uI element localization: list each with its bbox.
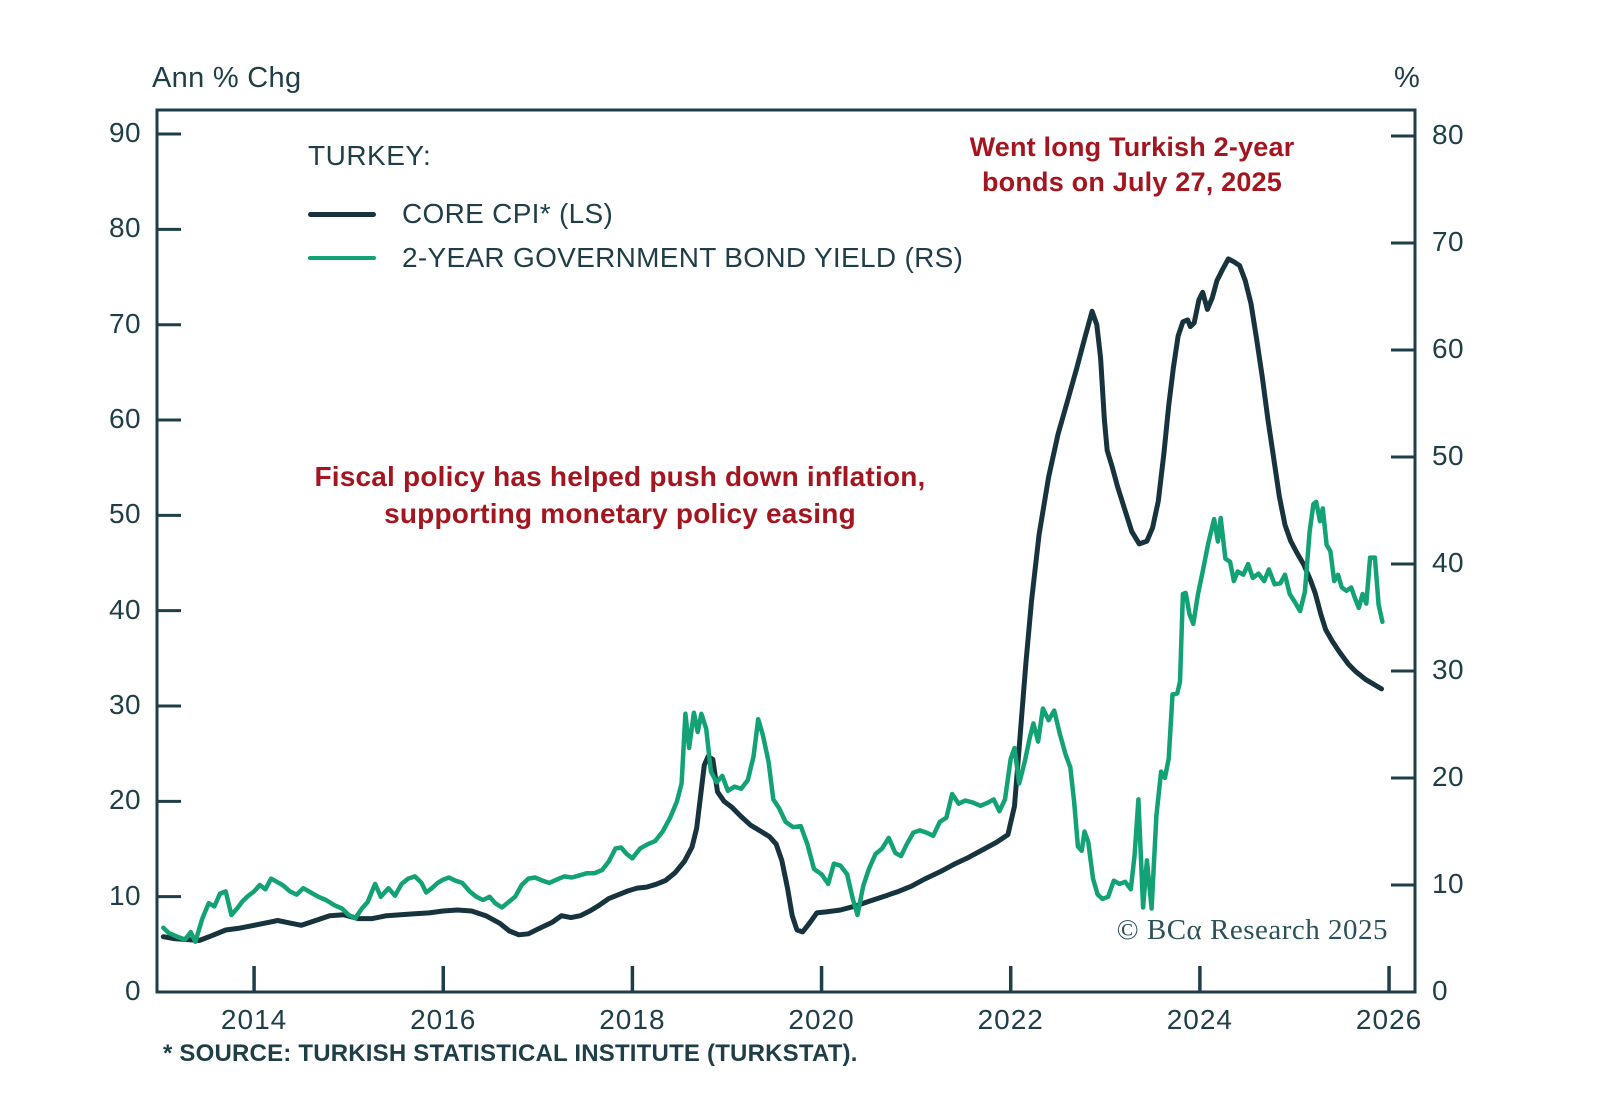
core-cpi-line-swatch	[308, 211, 376, 217]
left-tick-40: 40	[109, 593, 141, 625]
right-tick-70: 70	[1432, 226, 1464, 257]
x-tick-2026: 2026	[1355, 1004, 1423, 1035]
left-tick-20: 20	[109, 784, 141, 816]
right-tick-20: 20	[1432, 761, 1464, 792]
source-note: * SOURCE: TURKISH STATISTICAL INSTITUTE …	[163, 1040, 858, 1067]
x-tick-2018: 2018	[599, 1004, 666, 1035]
fiscal-annotation-line2: supporting monetary policy easing	[384, 498, 856, 529]
left-tick-30: 30	[109, 689, 141, 720]
trade-annotation-line1: Went long Turkish 2-year	[969, 132, 1295, 162]
left-tick-60: 60	[109, 403, 141, 435]
left-tick-0: 0	[125, 975, 141, 1006]
right-tick-80: 80	[1432, 119, 1464, 150]
right-tick-0: 0	[1432, 975, 1448, 1006]
x-tick-2014: 2014	[220, 1004, 288, 1035]
legend-label-core-cpi: CORE CPI* (LS)	[402, 198, 614, 229]
x-tick-2022: 2022	[977, 1004, 1044, 1035]
left-tick-90: 90	[109, 117, 141, 149]
x-tick-2020: 2020	[788, 1004, 855, 1035]
fiscal-annotation: Fiscal policy has helped push down infla…	[290, 458, 950, 532]
right-tick-30: 30	[1432, 654, 1464, 685]
legend-label-bond-yield: 2-YEAR GOVERNMENT BOND YIELD (RS)	[402, 242, 964, 273]
trade-annotation: Went long Turkish 2-year bonds on July 2…	[942, 130, 1322, 200]
legend-title: TURKEY:	[308, 140, 432, 171]
trade-annotation-line2: bonds on July 27, 2025	[981, 167, 1282, 197]
left-tick-70: 70	[109, 307, 141, 339]
x-tick-2016: 2016	[410, 1004, 477, 1035]
left-axis-title: Ann % Chg	[152, 62, 302, 94]
left-tick-80: 80	[109, 212, 141, 244]
right-tick-10: 10	[1432, 868, 1464, 899]
left-tick-50: 50	[109, 498, 141, 530]
right-axis-title: %	[1394, 62, 1421, 94]
chart-legend: TURKEY: CORE CPI* (LS) 2-YEAR GOVERNMENT…	[308, 140, 963, 280]
right-tick-40: 40	[1432, 547, 1464, 578]
copyright-notice: © BCα Research 2025	[1116, 914, 1388, 946]
bond-yield-line-swatch	[308, 255, 376, 261]
legend-item-core-cpi: CORE CPI* (LS)	[308, 192, 963, 236]
right-tick-60: 60	[1432, 333, 1464, 364]
fiscal-annotation-line1: Fiscal policy has helped push down infla…	[314, 461, 926, 492]
legend-item-bond-yield: 2-YEAR GOVERNMENT BOND YIELD (RS)	[308, 236, 963, 280]
x-tick-2024: 2024	[1166, 1004, 1234, 1035]
right-tick-50: 50	[1432, 440, 1464, 471]
left-tick-10: 10	[109, 879, 141, 911]
